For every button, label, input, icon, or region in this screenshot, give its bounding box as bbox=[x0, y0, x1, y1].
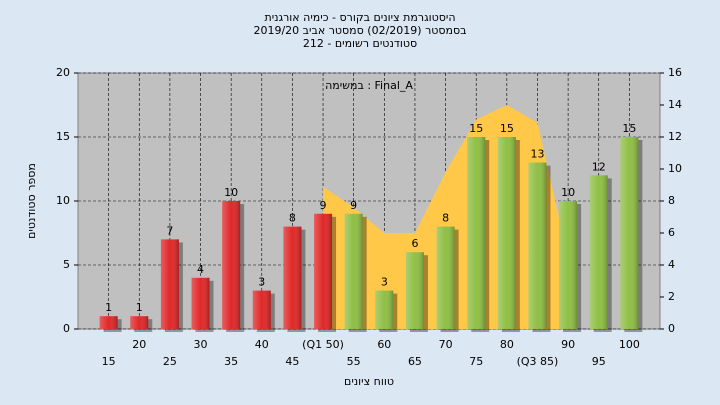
value-label: 9 bbox=[350, 199, 357, 212]
x-tick-label: 15 bbox=[102, 355, 116, 368]
value-label: 10 bbox=[224, 186, 238, 199]
y2-tick-label: 8 bbox=[668, 194, 675, 207]
chart-subtitle: סטודנטים רשומים - 212 bbox=[303, 37, 417, 50]
bar-shade bbox=[99, 316, 118, 329]
value-label: 15 bbox=[500, 122, 514, 135]
bar-shade bbox=[160, 239, 179, 329]
y2-tick-label: 4 bbox=[668, 258, 675, 271]
x-tick-label: 25 bbox=[163, 355, 177, 368]
x-tick-label: 30 bbox=[194, 338, 208, 351]
bar-shade bbox=[436, 226, 455, 329]
chart-title: היסטוגרמת ציונים בקורס - כימיה אורגנית bbox=[264, 11, 455, 24]
x-tick-label: 40 bbox=[255, 338, 269, 351]
bar-shade bbox=[222, 201, 241, 329]
x-tick-label: 35 bbox=[224, 355, 238, 368]
value-label: 4 bbox=[197, 263, 204, 276]
bar-shade bbox=[344, 213, 363, 329]
x-axis-label: טווח ציונים bbox=[344, 375, 394, 388]
value-label: 8 bbox=[289, 212, 296, 225]
x-tick-label: 55 bbox=[347, 355, 361, 368]
y2-tick-label: 14 bbox=[668, 98, 682, 111]
y2-tick-label: 2 bbox=[668, 290, 675, 303]
bar-shade bbox=[620, 137, 639, 329]
x-tick-label: 45 bbox=[285, 355, 299, 368]
value-label: 13 bbox=[530, 148, 544, 161]
y-tick-label: 15 bbox=[56, 130, 70, 143]
value-label: 12 bbox=[592, 160, 606, 173]
x-tick-label: 100 bbox=[619, 338, 640, 351]
y2-tick-label: 0 bbox=[668, 322, 675, 335]
value-label: 7 bbox=[166, 224, 173, 237]
x-tick-label: 95 bbox=[592, 355, 606, 368]
bar-shade bbox=[130, 316, 149, 329]
value-label: 6 bbox=[411, 237, 418, 250]
y-tick-label: 5 bbox=[63, 258, 70, 271]
x-tick-label: 20 bbox=[132, 338, 146, 351]
y-axis-label: מספר סטודנטים bbox=[25, 163, 38, 239]
y2-tick-label: 6 bbox=[668, 226, 675, 239]
y-tick-label: 20 bbox=[56, 66, 70, 79]
x-tick-label: (Q1 50) bbox=[302, 338, 344, 351]
value-label: 9 bbox=[320, 199, 327, 212]
annotation: במשימה : Final_A bbox=[325, 79, 413, 92]
x-tick-label: 90 bbox=[561, 338, 575, 351]
y2-tick-label: 16 bbox=[668, 66, 682, 79]
x-tick-label: 75 bbox=[469, 355, 483, 368]
value-label: 1 bbox=[105, 301, 112, 314]
value-label: 3 bbox=[381, 276, 388, 289]
x-tick-label: 65 bbox=[408, 355, 422, 368]
bar-shade bbox=[528, 162, 547, 329]
chart-subtitle: בסמסטר (02/2019) סמסטר אביב 2019/20 bbox=[253, 24, 466, 37]
value-label: 3 bbox=[258, 276, 265, 289]
bar-shade bbox=[589, 175, 608, 329]
bar-shade bbox=[375, 290, 394, 329]
y2-tick-label: 12 bbox=[668, 130, 682, 143]
bar-shade bbox=[191, 277, 210, 329]
value-label: 1 bbox=[136, 301, 143, 314]
value-label: 15 bbox=[622, 122, 636, 135]
bar-shade bbox=[283, 226, 302, 329]
x-tick-label: 70 bbox=[439, 338, 453, 351]
x-tick-label: (Q3 85) bbox=[517, 355, 559, 368]
value-label: 10 bbox=[561, 186, 575, 199]
bar-shade bbox=[252, 290, 271, 329]
x-tick-label: 80 bbox=[500, 338, 514, 351]
value-label: 8 bbox=[442, 212, 449, 225]
y-tick-label: 10 bbox=[56, 194, 70, 207]
x-tick-label: 60 bbox=[377, 338, 391, 351]
value-label: 15 bbox=[469, 122, 483, 135]
y-tick-label: 0 bbox=[63, 322, 70, 335]
bar-shade bbox=[467, 137, 486, 329]
bar-shade bbox=[497, 137, 516, 329]
bar-shade bbox=[314, 213, 333, 329]
y2-tick-label: 10 bbox=[668, 162, 682, 175]
bar-shade bbox=[405, 252, 424, 329]
bar-shade bbox=[559, 201, 578, 329]
